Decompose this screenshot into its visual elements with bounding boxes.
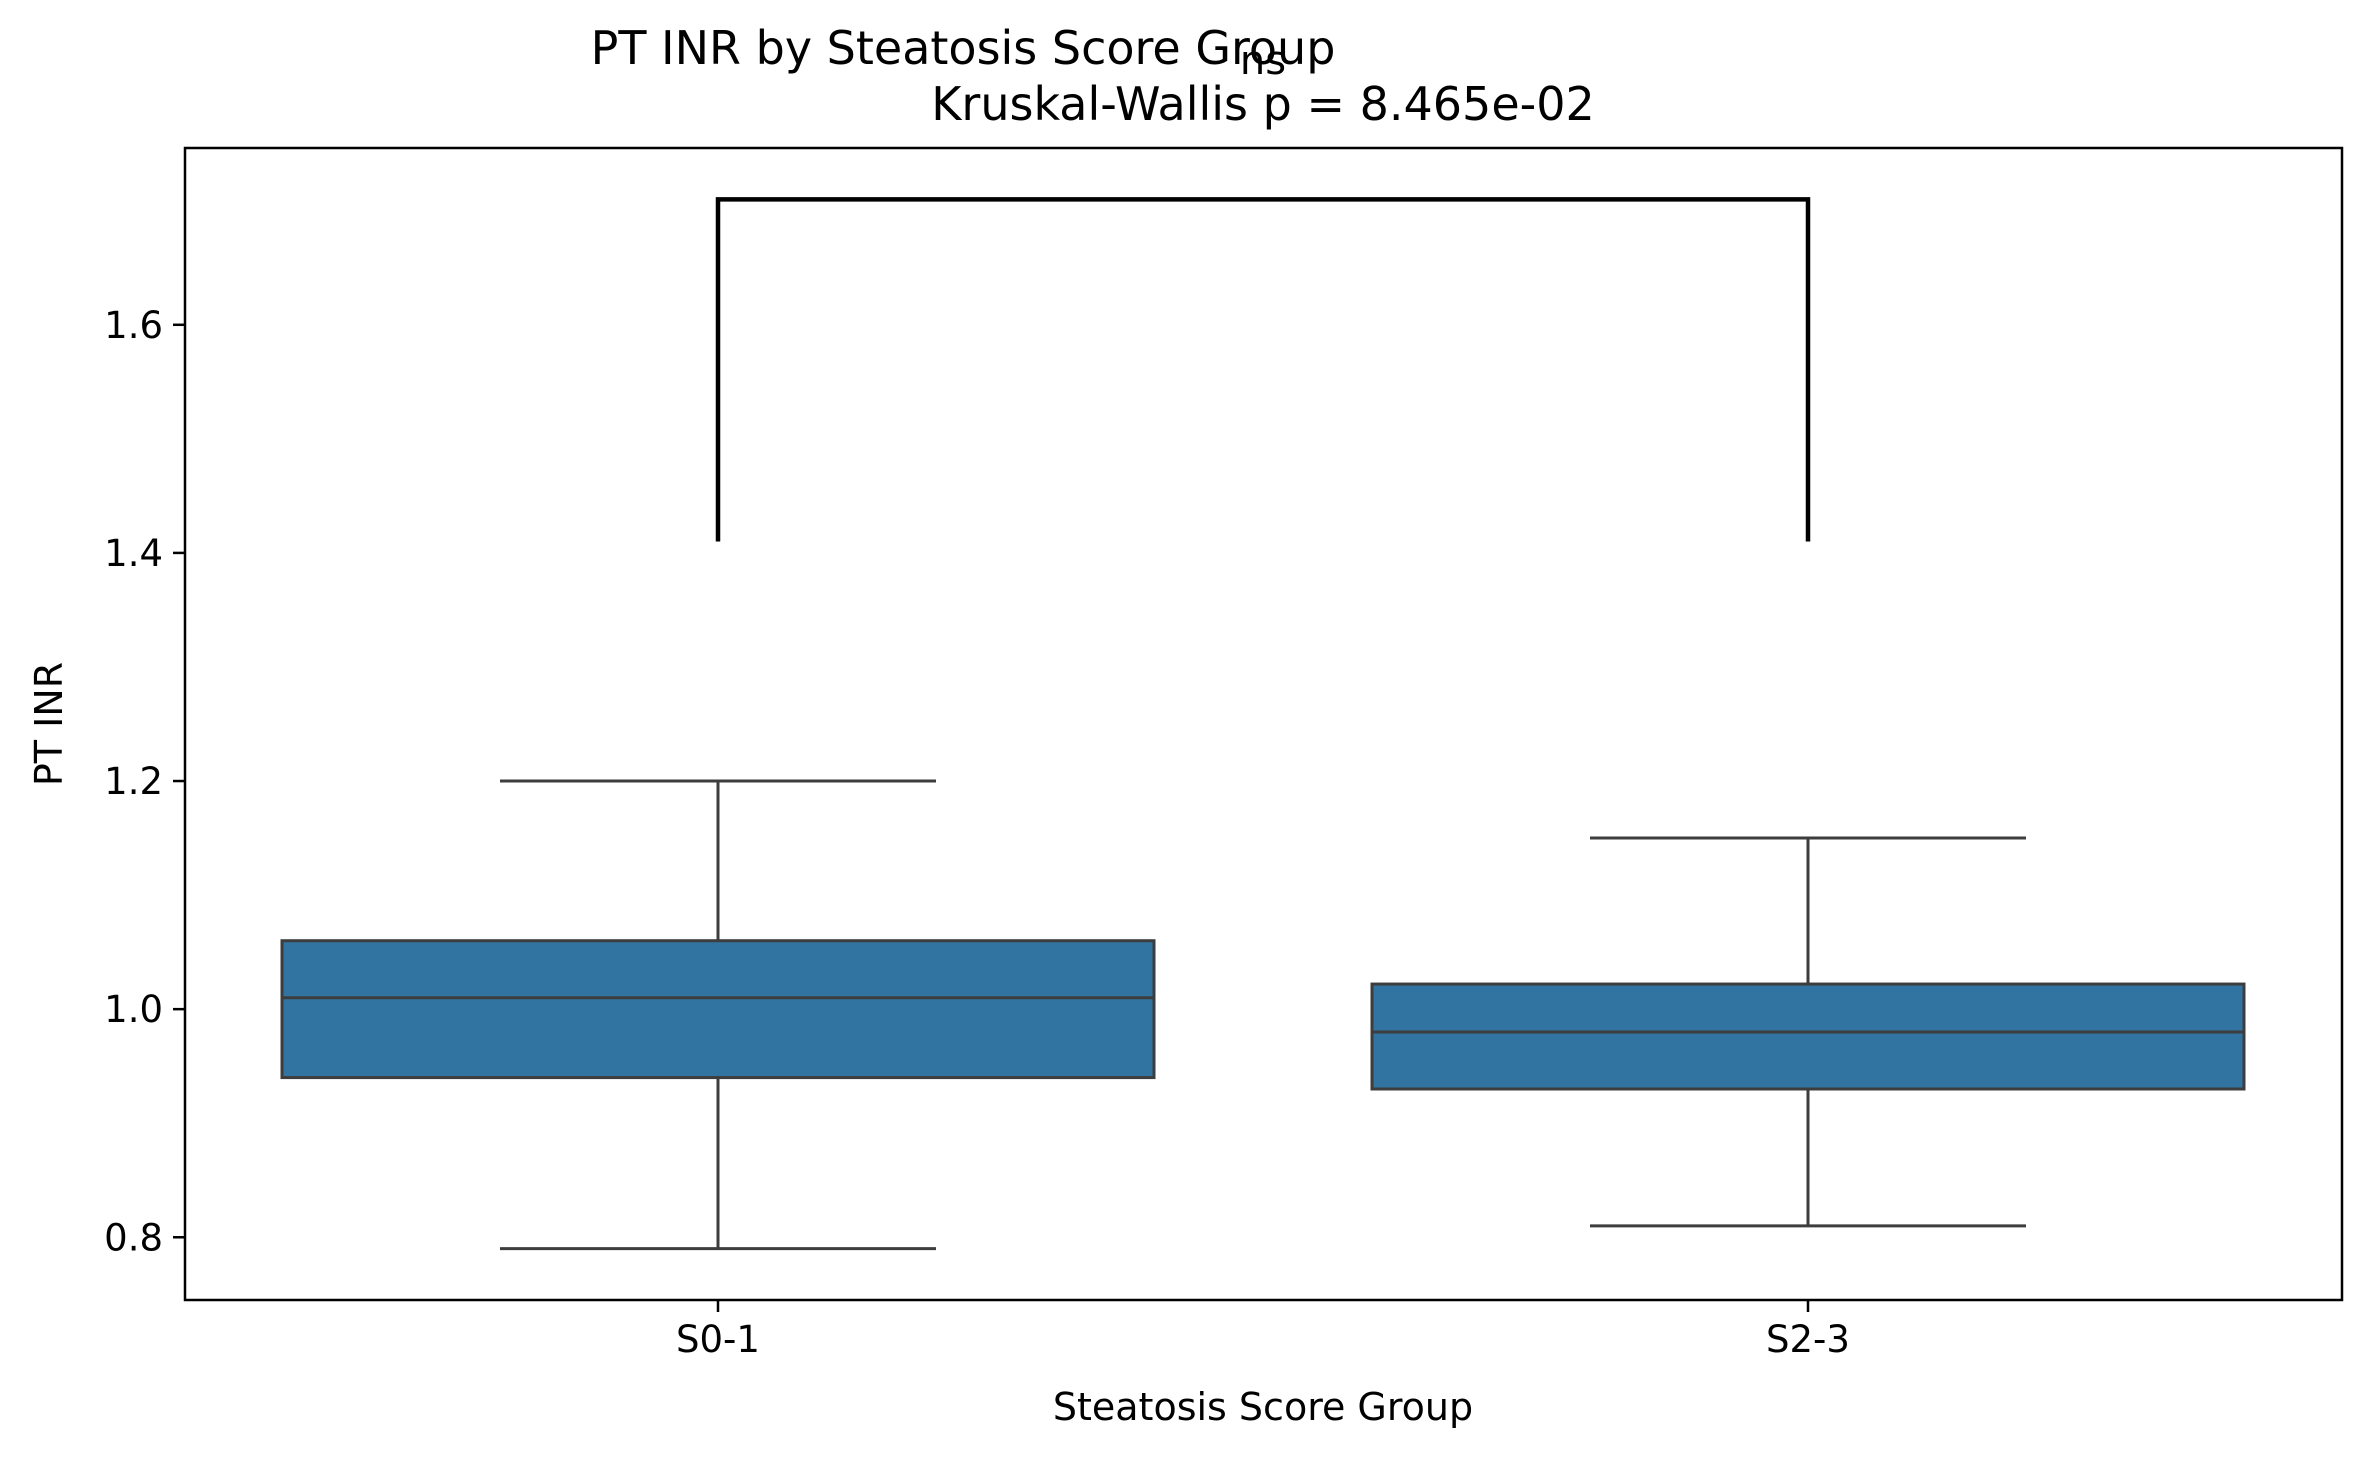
y-tick-label: 0.8 [104, 1216, 163, 1259]
y-tick-label: 1.6 [104, 304, 163, 347]
box-s2-3 [1370, 836, 2246, 1228]
y-axis-ticks: 0.8 1.0 1.2 1.4 1.6 [104, 304, 185, 1259]
x-tick-label: S2-3 [1766, 1318, 1850, 1361]
x-axis-label: Steatosis Score Group [1053, 1385, 1473, 1429]
significance-annotation: ns [715, 38, 1811, 542]
box-s0-1 [280, 779, 1156, 1251]
plot-content [280, 779, 2246, 1251]
x-tick-label: S0-1 [676, 1318, 760, 1361]
y-axis-label: PT INR [27, 662, 71, 786]
y-tick-label: 1.0 [104, 988, 163, 1031]
box-iqr [1370, 982, 2246, 1091]
y-tick-label: 1.2 [104, 760, 163, 803]
chart-title: PT INR by Steatosis Score Group [591, 21, 1336, 75]
x-axis-ticks: S0-1 S2-3 [676, 1300, 1850, 1361]
significance-bracket [715, 197, 1811, 542]
box-iqr [280, 939, 1156, 1080]
plot-frame [183, 146, 2344, 1302]
chart-subtitle: Kruskal-Wallis p = 8.465e-02 [931, 77, 1595, 131]
y-tick-label: 1.4 [104, 532, 163, 575]
significance-label: ns [1240, 38, 1286, 84]
